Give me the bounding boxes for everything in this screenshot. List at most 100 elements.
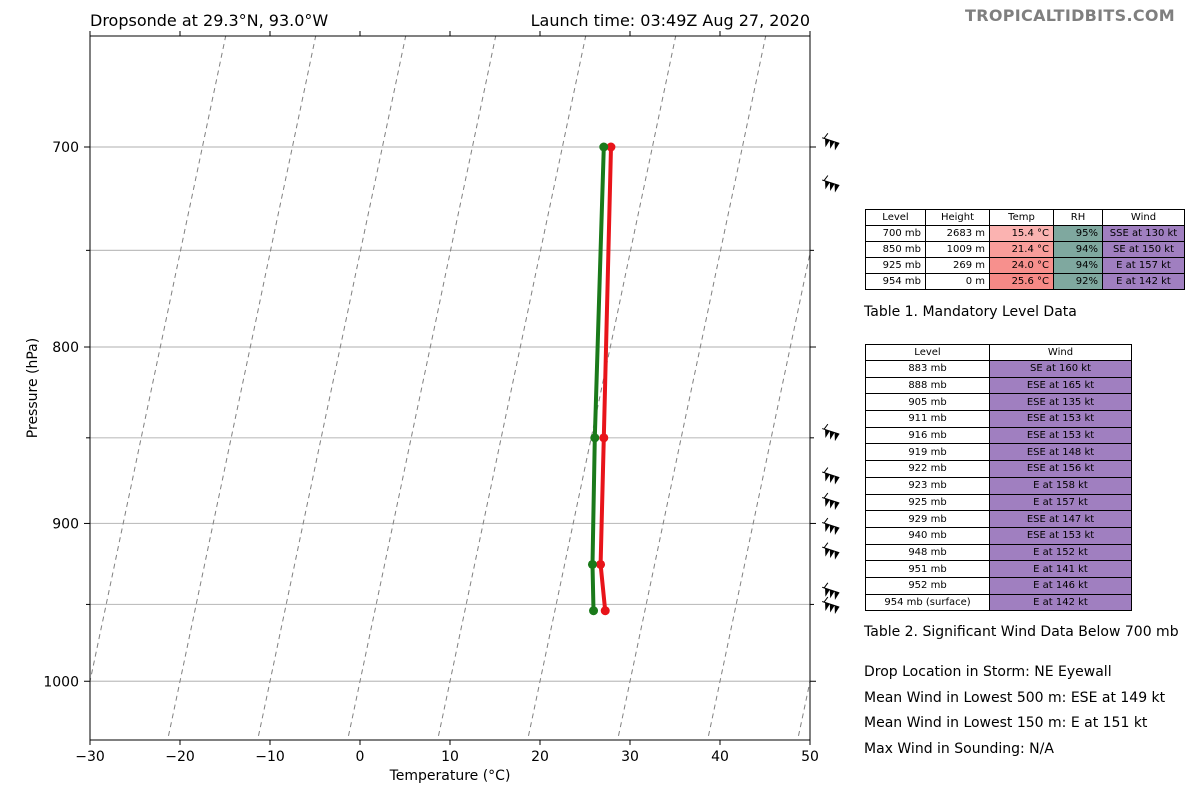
table-row: 948 mb E at 152 kt [865, 543, 1132, 562]
mandatory-level-table: Level Height Temp RH Wind 700 mb 2683 m 15… [865, 209, 1185, 290]
wind-barb-pennant [834, 551, 840, 560]
table-row: 929 mb ESE at 147 kt [865, 510, 1132, 528]
dry-adiabat-line [707, 250, 810, 740]
wind-barb-pennant [829, 499, 835, 509]
wind-barb-pennant [825, 180, 830, 190]
dry-adiabat-line [347, 36, 497, 740]
wind-barb-pennant [829, 589, 835, 599]
x-tick-label: 0 [356, 749, 365, 765]
y-tick-label: 1000 [43, 674, 79, 690]
wind-barb-pennant [829, 474, 835, 484]
x-axis-label: Temperature (°C) [389, 768, 511, 784]
x-tick-label: 50 [801, 749, 819, 765]
x-tick-label: 10 [441, 749, 459, 765]
wind-barb-pennant [834, 526, 840, 536]
level-cell: 952 mb [865, 576, 990, 595]
table1-caption: Table 1. Mandatory Level Data [864, 304, 1077, 320]
wind-barb [822, 133, 840, 151]
mean-wind-500m-text: Mean Wind in Lowest 500 m: ESE at 149 kt [864, 690, 1166, 706]
wind-barb [822, 596, 840, 615]
wind-barb-pennant [825, 498, 830, 507]
wind-cell: SE at 150 kt [1102, 241, 1185, 258]
table-row: 700 mb 2683 m 15.4 °C 95% SSE at 130 kt [865, 225, 1185, 242]
rh-cell: 92% [1053, 273, 1103, 290]
table-header-cell: Wind [1102, 209, 1185, 226]
temperature-point [600, 606, 610, 616]
wind-barb [822, 467, 840, 485]
level-cell: 925 mb [865, 493, 990, 512]
y-tick-label: 900 [52, 516, 79, 532]
wind-barb-shaft [822, 522, 840, 529]
level-cell: 948 mb [865, 543, 990, 562]
x-tick-label: 30 [621, 749, 639, 765]
wind-cell: E at 142 kt [1102, 273, 1185, 290]
x-tick-label: 20 [531, 749, 549, 765]
wind-barb-flag [823, 175, 829, 181]
brand-watermark: TROPICALTIDBITS.COM [965, 6, 1175, 25]
table-row: 850 mb 1009 m 21.4 °C 94% SE at 150 kt [865, 241, 1185, 258]
temp-cell: 25.6 °C [989, 273, 1054, 290]
y-tick-label: 700 [52, 140, 79, 156]
wind-barb-pennant [829, 603, 835, 613]
wind-barb-pennant [825, 472, 830, 482]
wind-cell: E at 152 kt [989, 543, 1132, 562]
level-cell: 929 mb [865, 510, 990, 528]
wind-barb [822, 542, 840, 560]
y-tick-label: 800 [52, 340, 79, 356]
wind-cell: E at 141 kt [989, 560, 1132, 578]
table-row: 905 mb ESE at 135 kt [865, 393, 1132, 412]
wind-barb-shaft [822, 586, 840, 594]
wind-barb-pennant [825, 523, 830, 532]
wind-barb-pennant [825, 602, 830, 611]
wind-barb-pennant [829, 140, 835, 149]
table-header-cell: Wind [989, 344, 1132, 361]
max-wind-text: Max Wind in Sounding: N/A [864, 741, 1054, 757]
table2-caption: Table 2. Significant Wind Data Below 700… [864, 624, 1179, 640]
table-row: 883 mb SE at 160 kt [865, 360, 1132, 378]
x-tick-label: −10 [255, 749, 285, 765]
dewpoint-point [589, 606, 599, 616]
wind-cell: SSE at 130 kt [1102, 225, 1185, 242]
table-header-cell: Level [865, 209, 926, 226]
wind-barb-pennant [834, 591, 840, 600]
rh-cell: 95% [1053, 225, 1103, 242]
chart-title-location: Dropsonde at 29.3°N, 93.0°W [90, 11, 329, 30]
wind-cell: ESE at 153 kt [989, 426, 1132, 445]
dewpoint-point [590, 433, 600, 443]
level-cell: 951 mb [865, 560, 990, 578]
wind-barb-pennant [829, 524, 835, 534]
table-row: 952 mb E at 146 kt [865, 576, 1132, 595]
wind-barb [822, 492, 840, 511]
chart-title-launch-time: Launch time: 03:49Z Aug 27, 2020 [530, 11, 810, 30]
wind-cell: E at 146 kt [989, 576, 1132, 595]
wind-cell: E at 158 kt [989, 476, 1132, 495]
height-cell: 1009 m [925, 241, 990, 258]
level-cell: 923 mb [865, 476, 990, 495]
wind-barb [822, 423, 840, 442]
table-row: 923 mb E at 158 kt [865, 476, 1132, 495]
wind-cell: ESE at 135 kt [989, 393, 1132, 412]
table-row: 954 mb (surface) E at 142 kt [865, 593, 1132, 612]
wind-barb-pennant [834, 476, 840, 485]
wind-barb-pennant [825, 429, 830, 439]
wind-barb-pennant [829, 549, 835, 559]
wind-barb-flag [823, 582, 829, 589]
y-axis-label: Pressure (hPa) [25, 338, 41, 438]
x-tick-label: 40 [711, 749, 729, 765]
table-header-row: Level Wind [865, 344, 1132, 361]
table-header-cell: Temp [989, 209, 1054, 226]
wind-barb [822, 517, 840, 536]
dry-adiabat-line [527, 36, 677, 740]
wind-cell: ESE at 148 kt [989, 443, 1132, 462]
plot-frame [89, 35, 811, 741]
level-cell: 700 mb [865, 225, 926, 242]
x-tick-label: −20 [165, 749, 195, 765]
wind-cell: E at 157 kt [1102, 257, 1185, 274]
rh-cell: 94% [1053, 241, 1103, 258]
level-cell: 940 mb [865, 526, 990, 545]
level-cell: 905 mb [865, 393, 990, 412]
x-tick-label: −30 [75, 749, 105, 765]
wind-barb [822, 582, 840, 600]
table-row: 940 mb ESE at 153 kt [865, 526, 1132, 545]
height-cell: 269 m [925, 257, 990, 274]
